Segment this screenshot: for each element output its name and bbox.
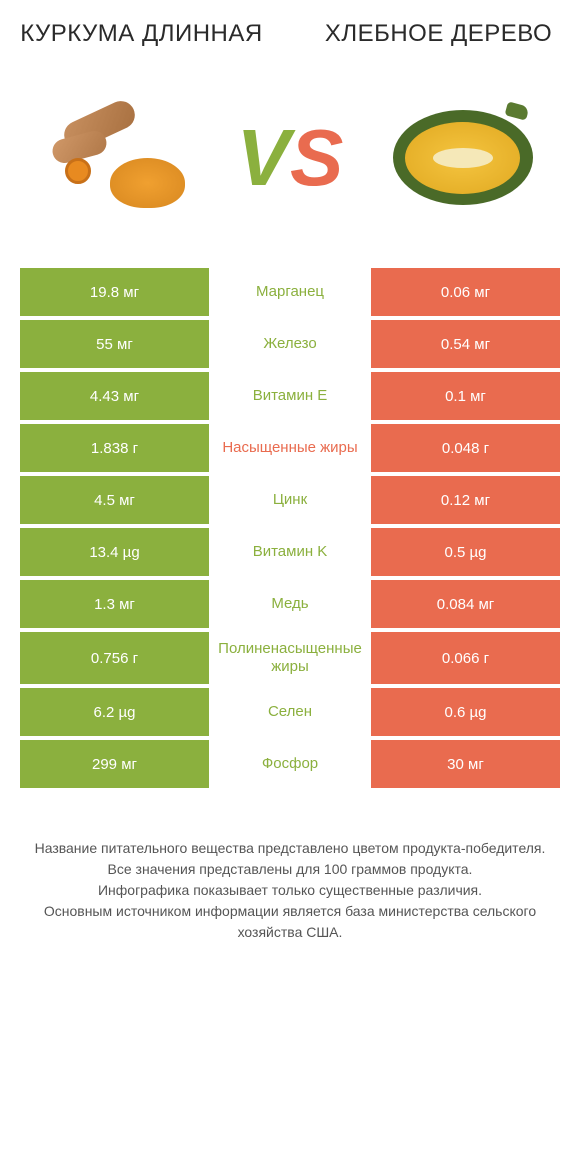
left-value-cell: 13.4 µg [20,528,209,576]
nutrient-label-cell: Железо [209,320,371,368]
footer-line: Инфографика показывает только существенн… [30,880,550,901]
nutrient-label-cell: Медь [209,580,371,628]
left-product-title: КУРКУМА ДЛИННАЯ [20,20,263,48]
table-row: 0.756 гПолиненасыщенные жиры0.066 г [20,632,560,684]
nutrient-label-cell: Марганец [209,268,371,316]
right-product-title: ХЛЕБНОЕ ДЕРЕВО [317,20,560,48]
right-value-cell: 0.084 мг [371,580,560,628]
left-value-cell: 6.2 µg [20,688,209,736]
table-row: 1.3 мгМедь0.084 мг [20,580,560,628]
turmeric-image [42,98,192,218]
vs-label: VS [237,112,344,204]
table-row: 6.2 µgСелен0.6 µg [20,688,560,736]
table-row: 19.8 мгМарганец0.06 мг [20,268,560,316]
table-row: 4.5 мгЦинк0.12 мг [20,476,560,524]
right-value-cell: 0.06 мг [371,268,560,316]
left-value-cell: 1.838 г [20,424,209,472]
right-value-cell: 0.5 µg [371,528,560,576]
right-value-cell: 0.12 мг [371,476,560,524]
right-value-cell: 0.1 мг [371,372,560,420]
right-value-cell: 0.54 мг [371,320,560,368]
table-row: 55 мгЖелезо0.54 мг [20,320,560,368]
left-value-cell: 4.43 мг [20,372,209,420]
footer-notes: Название питательного вещества представл… [20,838,560,943]
left-value-cell: 299 мг [20,740,209,788]
left-value-cell: 19.8 мг [20,268,209,316]
right-value-cell: 0.6 µg [371,688,560,736]
footer-line: Все значения представлены для 100 граммо… [30,859,550,880]
left-value-cell: 0.756 г [20,632,209,684]
left-value-cell: 1.3 мг [20,580,209,628]
left-value-cell: 4.5 мг [20,476,209,524]
vs-s-letter: S [290,113,343,202]
nutrient-label-cell: Фосфор [209,740,371,788]
vs-section: VS [20,88,560,228]
right-value-cell: 0.066 г [371,632,560,684]
comparison-table: 19.8 мгМарганец0.06 мг55 мгЖелезо0.54 мг… [20,268,560,788]
left-value-cell: 55 мг [20,320,209,368]
vs-v-letter: V [237,113,290,202]
footer-line: Основным источником информации является … [30,901,550,943]
nutrient-label-cell: Витамин E [209,372,371,420]
table-row: 4.43 мгВитамин E0.1 мг [20,372,560,420]
table-row: 13.4 µgВитамин K0.5 µg [20,528,560,576]
nutrient-label-cell: Витамин K [209,528,371,576]
jackfruit-image [388,98,538,218]
nutrient-label-cell: Полиненасыщенные жиры [209,632,371,684]
table-row: 1.838 гНасыщенные жиры0.048 г [20,424,560,472]
nutrient-label-cell: Насыщенные жиры [209,424,371,472]
right-value-cell: 0.048 г [371,424,560,472]
table-row: 299 мгФосфор30 мг [20,740,560,788]
footer-line: Название питательного вещества представл… [30,838,550,859]
right-value-cell: 30 мг [371,740,560,788]
header: КУРКУМА ДЛИННАЯ ХЛЕБНОЕ ДЕРЕВО [20,20,560,48]
nutrient-label-cell: Цинк [209,476,371,524]
nutrient-label-cell: Селен [209,688,371,736]
